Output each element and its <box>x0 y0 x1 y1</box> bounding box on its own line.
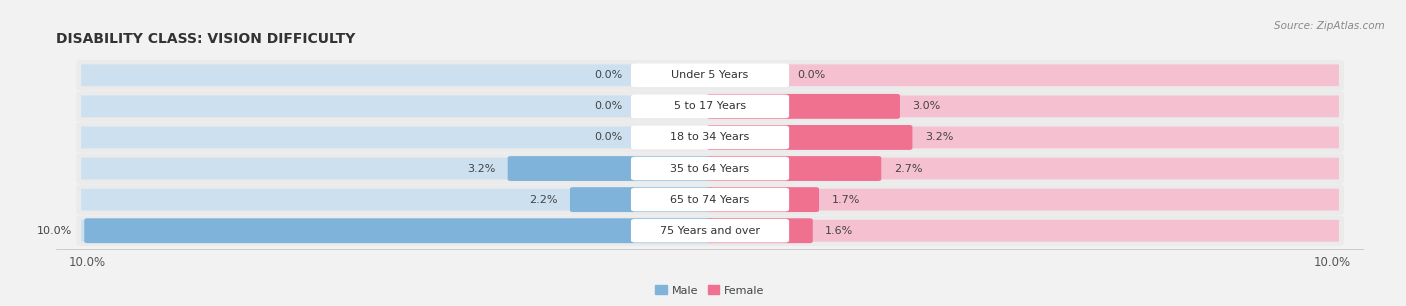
FancyBboxPatch shape <box>508 156 713 181</box>
Text: 0.0%: 0.0% <box>595 101 623 111</box>
FancyBboxPatch shape <box>631 126 789 149</box>
FancyBboxPatch shape <box>84 218 713 243</box>
Legend: Male, Female: Male, Female <box>651 281 769 300</box>
FancyBboxPatch shape <box>82 127 710 148</box>
FancyBboxPatch shape <box>710 220 1339 242</box>
Text: 0.0%: 0.0% <box>595 70 623 80</box>
Text: 1.6%: 1.6% <box>825 226 853 236</box>
FancyBboxPatch shape <box>82 158 710 179</box>
FancyBboxPatch shape <box>82 189 710 211</box>
Text: Source: ZipAtlas.com: Source: ZipAtlas.com <box>1274 21 1385 32</box>
FancyBboxPatch shape <box>631 219 789 243</box>
Text: 35 to 64 Years: 35 to 64 Years <box>671 163 749 174</box>
FancyBboxPatch shape <box>707 94 900 119</box>
FancyBboxPatch shape <box>707 125 912 150</box>
Text: 75 Years and over: 75 Years and over <box>659 226 761 236</box>
FancyBboxPatch shape <box>631 63 789 87</box>
FancyBboxPatch shape <box>710 64 1339 86</box>
Text: 5 to 17 Years: 5 to 17 Years <box>673 101 747 111</box>
Text: 18 to 34 Years: 18 to 34 Years <box>671 132 749 143</box>
Text: 0.0%: 0.0% <box>595 132 623 143</box>
Text: 3.0%: 3.0% <box>912 101 941 111</box>
FancyBboxPatch shape <box>76 122 1344 153</box>
Text: 0.0%: 0.0% <box>797 70 825 80</box>
FancyBboxPatch shape <box>710 189 1339 211</box>
Text: 65 to 74 Years: 65 to 74 Years <box>671 195 749 205</box>
FancyBboxPatch shape <box>710 158 1339 179</box>
FancyBboxPatch shape <box>710 127 1339 148</box>
FancyBboxPatch shape <box>631 157 789 180</box>
Text: Under 5 Years: Under 5 Years <box>672 70 748 80</box>
FancyBboxPatch shape <box>707 218 813 243</box>
FancyBboxPatch shape <box>76 91 1344 121</box>
FancyBboxPatch shape <box>76 60 1344 91</box>
Text: 10.0%: 10.0% <box>37 226 72 236</box>
FancyBboxPatch shape <box>631 188 789 211</box>
FancyBboxPatch shape <box>82 64 710 86</box>
Text: 3.2%: 3.2% <box>467 163 495 174</box>
FancyBboxPatch shape <box>76 153 1344 184</box>
FancyBboxPatch shape <box>82 220 710 242</box>
Text: DISABILITY CLASS: VISION DIFFICULTY: DISABILITY CLASS: VISION DIFFICULTY <box>56 32 356 46</box>
FancyBboxPatch shape <box>710 95 1339 117</box>
Text: 1.7%: 1.7% <box>831 195 860 205</box>
FancyBboxPatch shape <box>707 156 882 181</box>
FancyBboxPatch shape <box>707 187 818 212</box>
FancyBboxPatch shape <box>76 185 1344 215</box>
FancyBboxPatch shape <box>569 187 713 212</box>
FancyBboxPatch shape <box>631 95 789 118</box>
FancyBboxPatch shape <box>76 215 1344 246</box>
Text: 3.2%: 3.2% <box>925 132 953 143</box>
Text: 2.2%: 2.2% <box>529 195 558 205</box>
FancyBboxPatch shape <box>82 95 710 117</box>
Text: 2.7%: 2.7% <box>894 163 922 174</box>
